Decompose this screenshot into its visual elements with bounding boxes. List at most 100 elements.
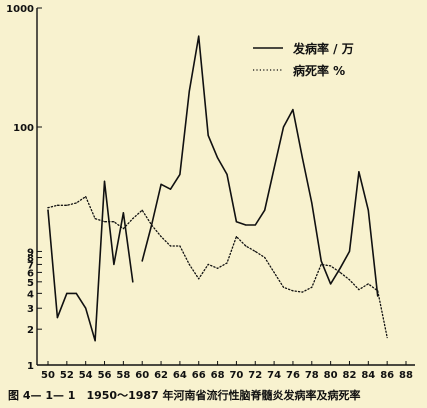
x-tick-label: 50 [41, 370, 55, 381]
x-tick-label: 86 [380, 370, 394, 381]
data-point [94, 340, 96, 342]
data-point [207, 263, 209, 266]
data-point [367, 209, 369, 211]
data-point [330, 265, 332, 267]
data-point [301, 291, 303, 293]
data-point [56, 204, 59, 206]
data-point [141, 209, 143, 211]
data-point [264, 256, 266, 259]
data-point [179, 245, 181, 247]
x-tick-label: 58 [116, 370, 130, 381]
data-point [207, 134, 209, 136]
x-axis-ticks: 50 52 54 56 58 60 62 64 66 68 70 72 74 76 78 80 82 84 86 88 [41, 361, 413, 381]
data-point [169, 188, 172, 190]
data-point [47, 207, 49, 209]
data-point [320, 263, 322, 266]
x-tick-label: 74 [267, 370, 281, 381]
data-point [348, 250, 351, 253]
data-point [358, 171, 360, 173]
series-fatality [47, 195, 388, 339]
data-point [160, 235, 162, 238]
data-point [235, 235, 238, 238]
data-point [282, 286, 285, 288]
data-point [254, 224, 256, 226]
data-point [292, 109, 294, 111]
data-point [226, 173, 228, 175]
data-point [226, 262, 228, 264]
data-point [216, 157, 219, 159]
series-line [47, 35, 379, 342]
data-point [339, 267, 341, 269]
data-point [198, 35, 200, 37]
figure-caption: 图 4— 1— 1 1950～1987 年河南省流行性脑脊髓炎发病率及病死率 [8, 389, 361, 402]
data-point [75, 292, 77, 294]
data-point [75, 202, 77, 204]
data-point [367, 283, 369, 285]
data-point [66, 204, 68, 206]
data-point [122, 228, 124, 230]
data-point [132, 281, 134, 283]
data-point [320, 260, 322, 262]
y-tick-label: 1 [27, 361, 34, 372]
data-point [122, 212, 124, 214]
x-tick-label: 60 [135, 370, 149, 381]
x-tick-label: 76 [286, 370, 300, 381]
x-tick-label: 68 [211, 370, 225, 381]
y-tick-label: 6 [27, 268, 34, 279]
y-tick-label: 8 [27, 254, 34, 265]
y-tick-label: 3 [27, 304, 34, 315]
data-point [235, 221, 238, 223]
y-tick-label: 4 [27, 289, 34, 300]
data-point [216, 267, 219, 269]
data-point [245, 224, 247, 226]
data-point [292, 290, 294, 292]
data-point [282, 126, 285, 128]
chart-axes [36, 8, 415, 366]
data-point [141, 260, 143, 262]
legend-label: 病死率 % [293, 63, 345, 78]
data-point [113, 263, 115, 266]
data-point [273, 167, 275, 169]
x-tick-label: 78 [305, 370, 319, 381]
data-point [254, 250, 256, 253]
series-layer [47, 35, 388, 342]
data-point [179, 173, 181, 175]
data-point [103, 180, 106, 182]
data-point [311, 286, 313, 288]
x-tick-label: 88 [399, 370, 413, 381]
data-point [273, 271, 275, 273]
x-tick-label: 54 [79, 370, 93, 381]
y-tick-label: 7 [27, 260, 34, 271]
x-tick-label: 84 [361, 370, 375, 381]
data-point [311, 202, 313, 204]
data-point [330, 283, 332, 285]
data-point [160, 183, 162, 185]
data-point [66, 292, 68, 294]
data-point [339, 271, 341, 273]
x-tick-label: 72 [248, 370, 262, 381]
x-tick-label: 52 [60, 370, 74, 381]
legend-label: 发病率 / 万 [292, 41, 354, 56]
y-tick-label: 1000 [6, 4, 34, 15]
data-point [113, 221, 115, 223]
x-tick-label: 80 [324, 370, 338, 381]
y-tick-label: 5 [27, 278, 34, 289]
data-point [56, 317, 59, 319]
data-point [386, 336, 388, 339]
y-tick-label: 2 [27, 325, 34, 336]
data-point [301, 157, 303, 159]
data-point [188, 90, 190, 92]
x-tick-label: 56 [98, 370, 112, 381]
data-point [198, 278, 200, 280]
x-tick-label: 82 [343, 370, 357, 381]
data-point [85, 196, 87, 198]
y-tick-label: 100 [13, 123, 34, 134]
x-tick-label: 66 [192, 370, 206, 381]
data-point [264, 209, 266, 211]
data-point [85, 307, 87, 309]
data-point [245, 245, 247, 247]
x-tick-label: 62 [154, 370, 168, 381]
